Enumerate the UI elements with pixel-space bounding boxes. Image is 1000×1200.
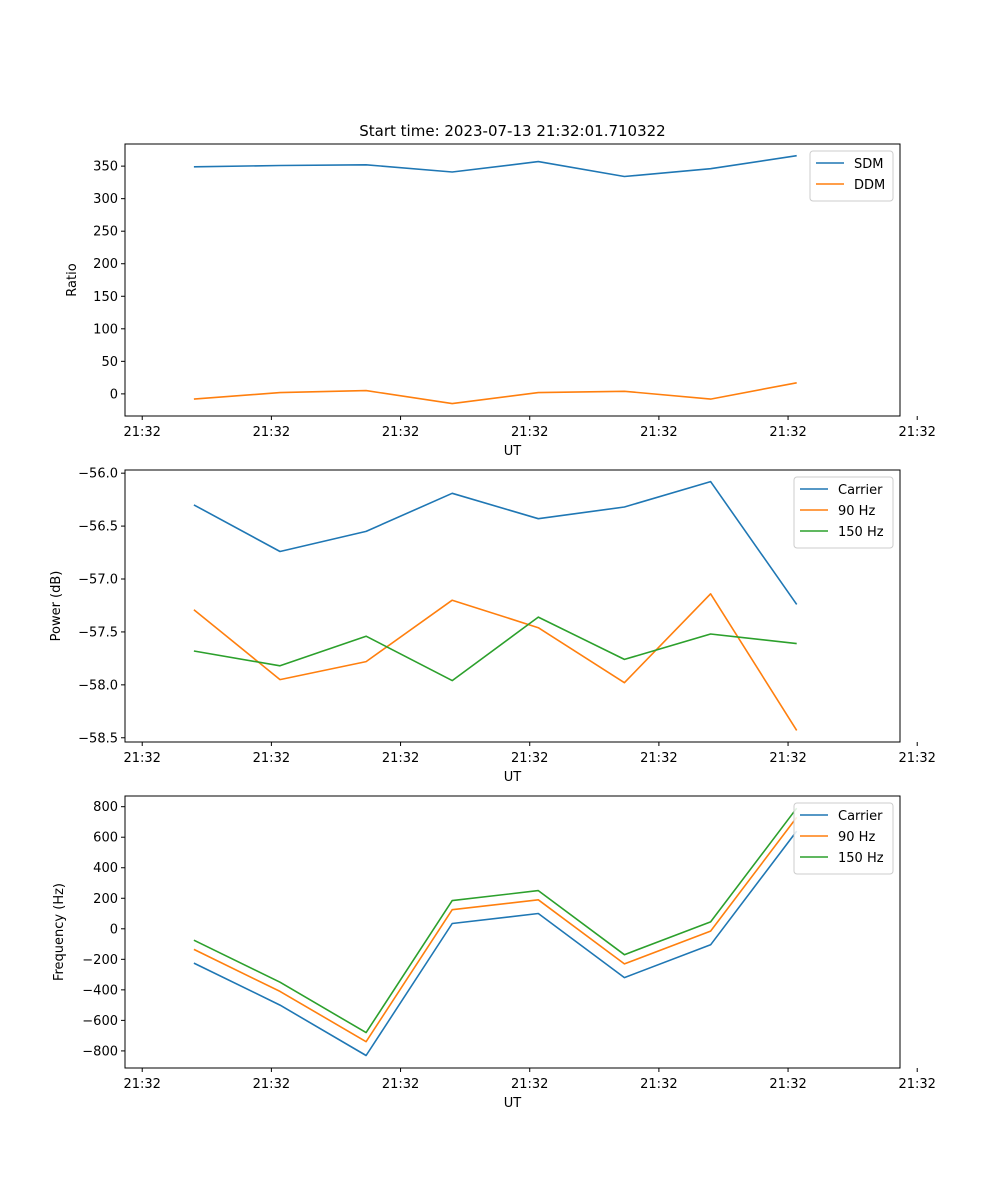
y-tick-label: −56.0 xyxy=(78,467,118,482)
axes-frame xyxy=(124,469,901,743)
series-line-ddm xyxy=(193,382,797,405)
x-tick-label: 21:32 xyxy=(253,751,290,766)
series-line-90-hz xyxy=(193,816,798,1043)
legend-entry: 150 Hz xyxy=(838,851,884,866)
y-tick-label: −56.5 xyxy=(78,520,118,535)
figure-title: Start time: 2023-07-13 21:32:01.710322 xyxy=(359,122,665,140)
y-tick-label: 200 xyxy=(93,892,118,907)
legend-entry: 90 Hz xyxy=(838,504,875,519)
x-axis-label: UT xyxy=(504,444,522,459)
y-tick-label: 0 xyxy=(110,922,118,937)
series-line-sdm xyxy=(193,154,797,178)
series-line-150-hz xyxy=(193,616,797,682)
x-tick-label: 21:32 xyxy=(253,425,290,440)
axes-frame xyxy=(124,795,901,1069)
ratio-panel: 21:32 21:32 21:32 21:32 21:32 21:32 21:32 UT 0 50… xyxy=(65,143,936,459)
y-axis-label: Ratio xyxy=(65,263,80,296)
x-tick-label: 21:32 xyxy=(123,1077,160,1092)
y-tick-label: 150 xyxy=(93,290,118,305)
x-tick-label: 21:32 xyxy=(640,425,677,440)
y-tick-label: 800 xyxy=(93,800,118,815)
series-line-150-hz xyxy=(193,807,798,1034)
x-tick-label: 21:32 xyxy=(511,1077,548,1092)
x-tick-label: 21:32 xyxy=(123,425,160,440)
x-tick-label: 21:32 xyxy=(640,751,677,766)
y-tick-label: 600 xyxy=(93,831,118,846)
axes-frame xyxy=(124,143,901,417)
legend-entry: Carrier xyxy=(838,809,883,824)
x-tick-label: 21:32 xyxy=(382,1077,419,1092)
legend-entry: Carrier xyxy=(838,483,883,498)
x-tick-label: 21:32 xyxy=(382,425,419,440)
y-tick-label: 350 xyxy=(93,160,118,175)
series-line-carrier xyxy=(193,480,798,605)
y-axis-label: Power (dB) xyxy=(49,571,64,642)
x-tick-label: 21:32 xyxy=(511,425,548,440)
legend-entry: DDM xyxy=(854,178,885,193)
power-panel: 21:32 21:32 21:32 21:32 21:32 21:32 21:32 UT −56… xyxy=(49,467,936,785)
x-tick-label: 21:32 xyxy=(769,425,806,440)
x-axis-label: UT xyxy=(504,1096,522,1111)
legend: SDM DDM xyxy=(809,150,894,202)
x-tick-label: 21:32 xyxy=(769,1077,806,1092)
x-tick-label: 21:32 xyxy=(253,1077,290,1092)
y-tick-label: 400 xyxy=(93,861,118,876)
legend-entry: 90 Hz xyxy=(838,830,875,845)
x-tick-label: 21:32 xyxy=(382,751,419,766)
legend: Carrier 90 Hz 150 Hz xyxy=(793,476,894,549)
x-tick-label: 21:32 xyxy=(511,751,548,766)
series-line-carrier xyxy=(193,830,798,1057)
x-tick-label: 21:32 xyxy=(769,751,806,766)
legend: Carrier 90 Hz 150 Hz xyxy=(793,802,894,875)
legend-entry: SDM xyxy=(854,157,883,172)
frequency-panel: 21:32 21:32 21:32 21:32 21:32 21:32 21:32 UT 800… xyxy=(52,795,936,1111)
y-tick-label: 250 xyxy=(93,225,118,240)
x-tick-label: 21:32 xyxy=(123,751,160,766)
x-tick-label: 21:32 xyxy=(898,1077,935,1092)
y-tick-label: 0 xyxy=(110,387,118,402)
legend-entry: 150 Hz xyxy=(838,525,884,540)
x-tick-label: 21:32 xyxy=(898,751,935,766)
y-tick-label: −57.5 xyxy=(78,625,118,640)
x-axis-label: UT xyxy=(504,770,522,785)
series-line-90-hz xyxy=(193,592,798,731)
y-tick-label: 300 xyxy=(93,192,118,207)
y-tick-label: −400 xyxy=(82,983,118,998)
y-tick-label: −58.0 xyxy=(78,678,118,693)
y-tick-label: −800 xyxy=(82,1044,118,1059)
x-tick-label: 21:32 xyxy=(640,1077,677,1092)
y-tick-label: 200 xyxy=(93,257,118,272)
y-tick-label: 100 xyxy=(93,322,118,337)
y-tick-label: −600 xyxy=(82,1014,118,1029)
x-tick-label: 21:32 xyxy=(898,425,935,440)
y-tick-label: −57.0 xyxy=(78,573,118,588)
y-axis-label: Frequency (Hz) xyxy=(52,883,67,981)
y-tick-label: −58.5 xyxy=(78,731,118,746)
y-tick-label: 50 xyxy=(101,355,118,370)
y-tick-label: −200 xyxy=(82,953,118,968)
